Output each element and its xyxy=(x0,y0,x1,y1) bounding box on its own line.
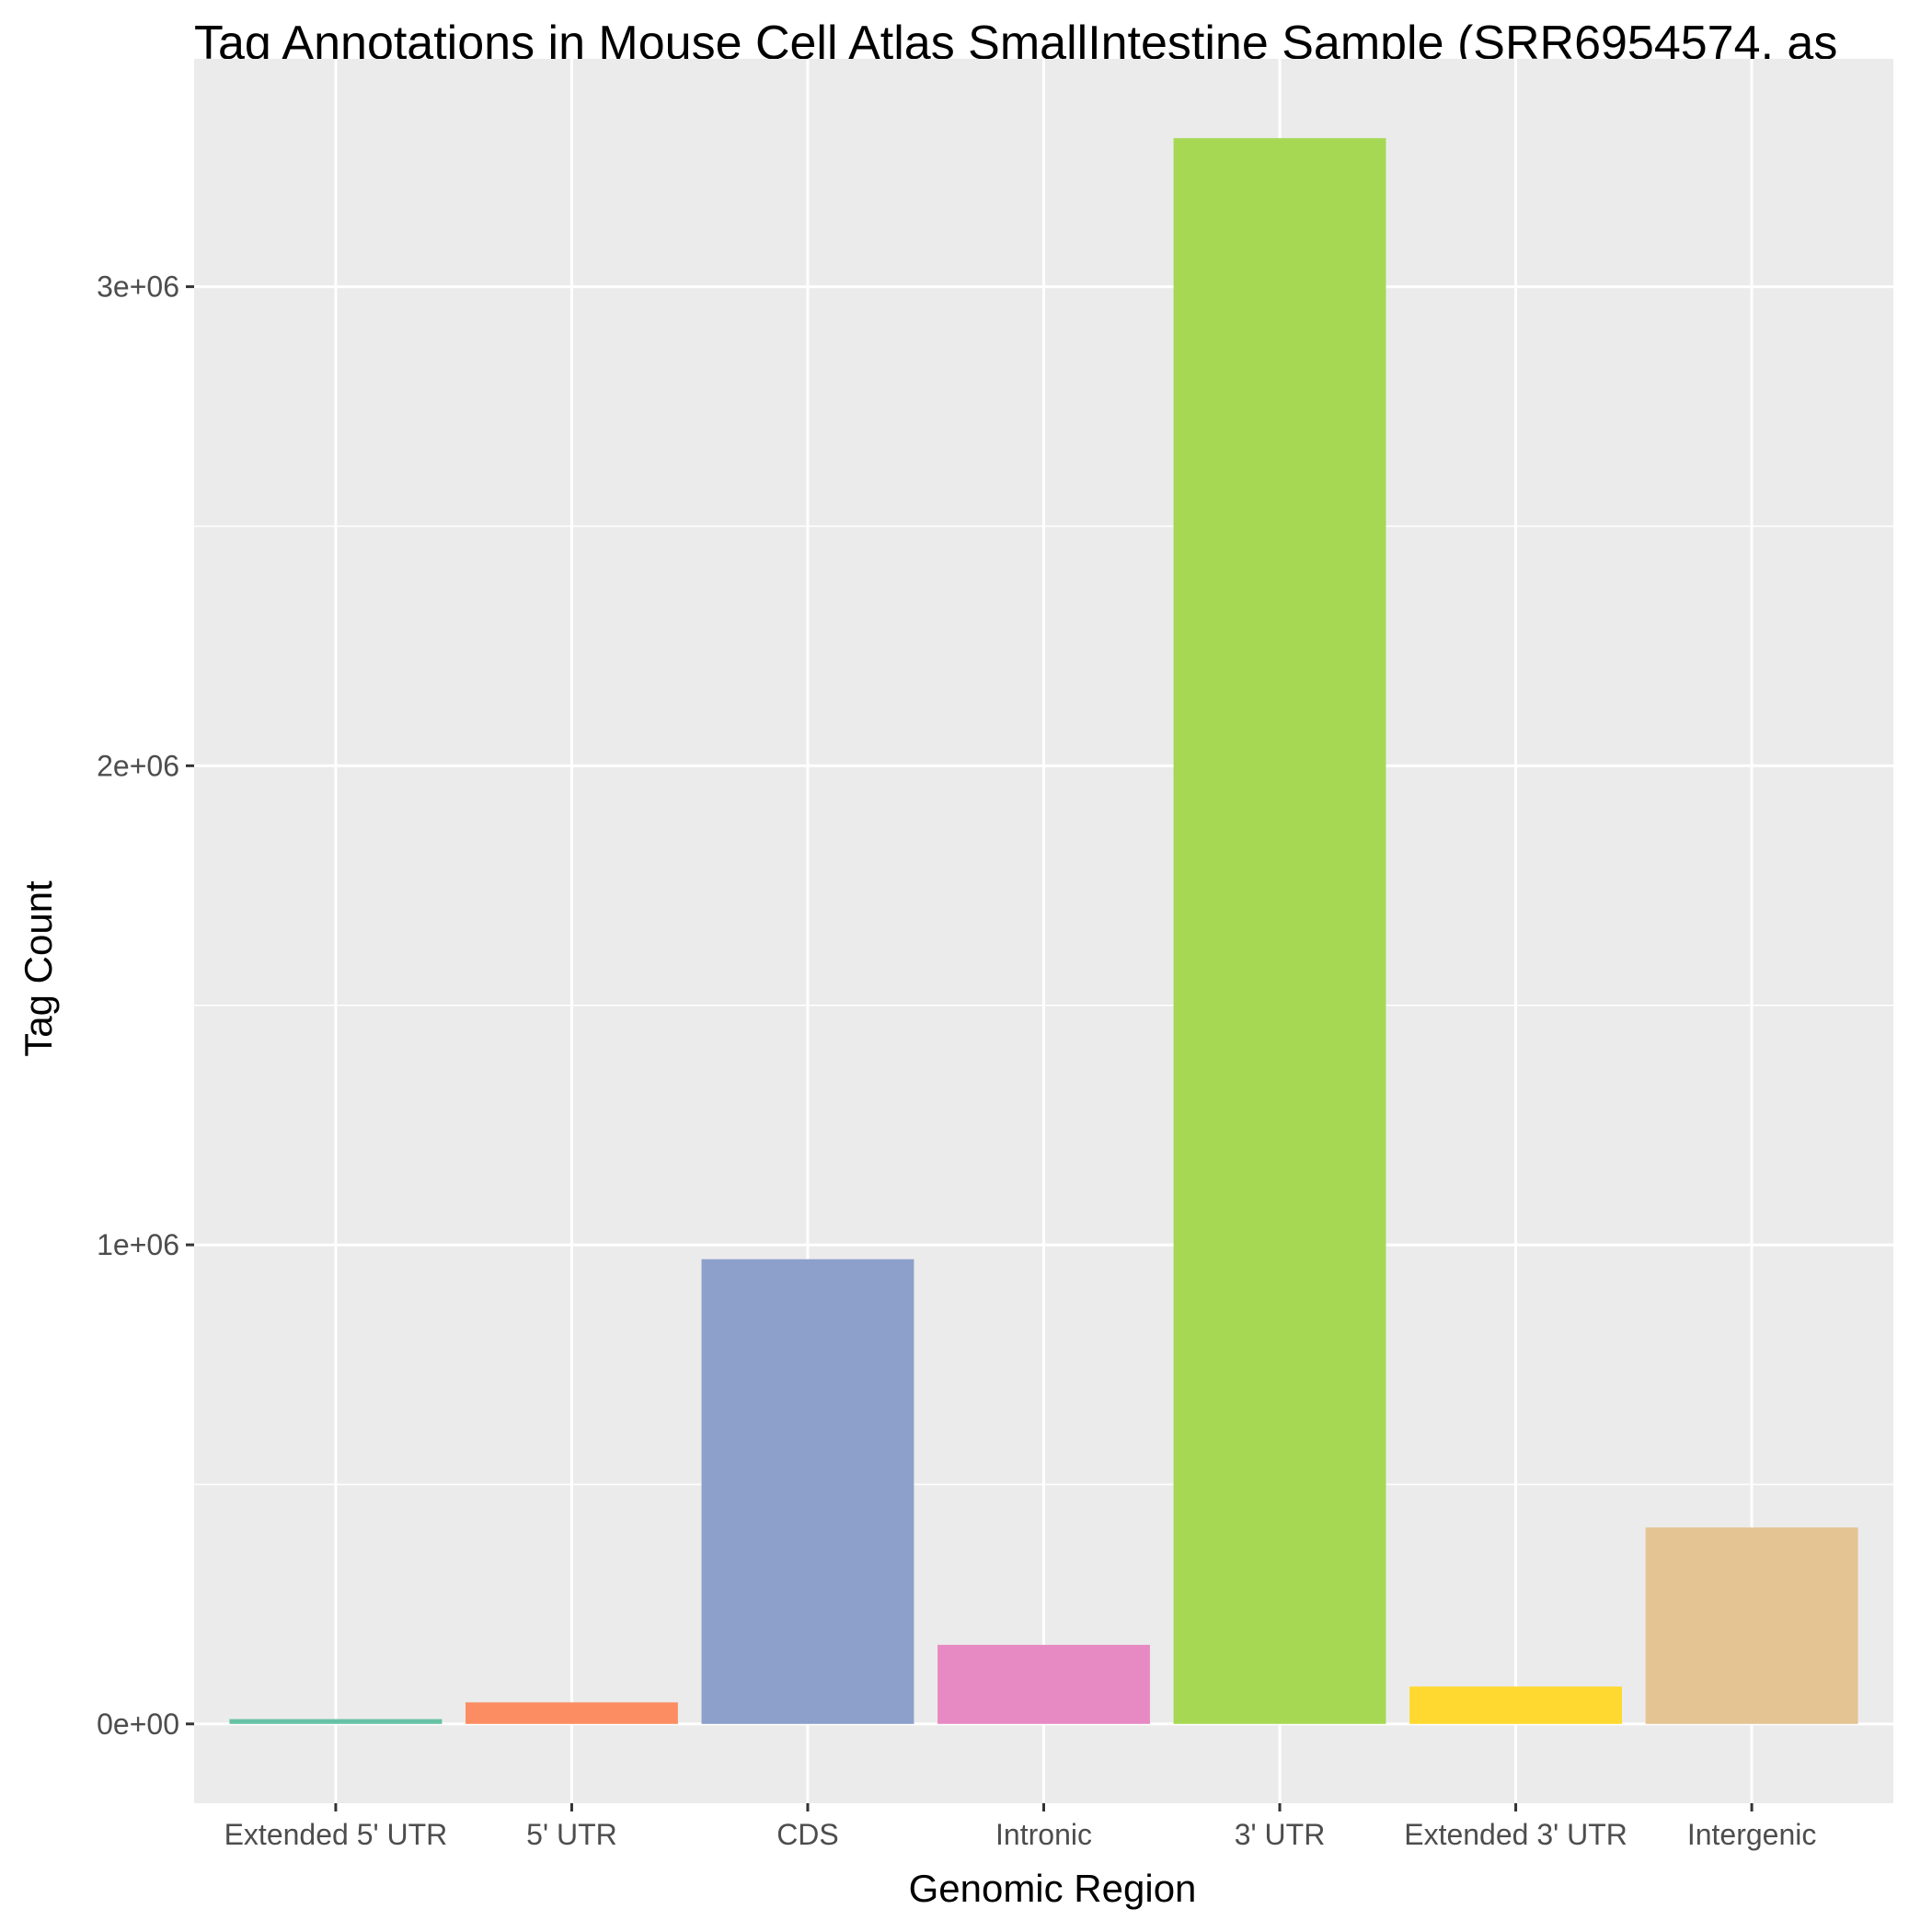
x-tick-label: 3' UTR xyxy=(1235,1818,1326,1851)
x-tick-label: Intergenic xyxy=(1687,1818,1817,1851)
y-tick-label: 3e+06 xyxy=(97,270,179,304)
bar xyxy=(1645,1527,1858,1724)
bar xyxy=(229,1719,443,1724)
x-axis-title: Genomic Region xyxy=(909,1867,1197,1910)
bar xyxy=(466,1702,678,1724)
bar xyxy=(937,1644,1150,1724)
x-tick-label: Extended 5' UTR xyxy=(224,1818,448,1851)
x-tick-label: Extended 3' UTR xyxy=(1404,1818,1627,1851)
y-axis-title: Tag Count xyxy=(17,880,60,1057)
y-tick-label: 2e+06 xyxy=(97,749,179,782)
y-tick-label: 0e+00 xyxy=(97,1708,179,1741)
y-axis: 0e+00 1e+06 2e+06 3e+06 xyxy=(97,270,194,1741)
y-tick-label: 1e+06 xyxy=(97,1228,179,1261)
x-tick-label: Intronic xyxy=(995,1818,1092,1851)
bar xyxy=(701,1259,914,1724)
x-axis: Extended 5' UTR 5' UTR CDS Intronic 3' UTR Ex… xyxy=(224,1803,1817,1851)
x-tick-label: 5' UTR xyxy=(526,1818,617,1851)
bar xyxy=(1409,1686,1622,1724)
bars xyxy=(229,138,1858,1724)
bar xyxy=(1173,138,1386,1724)
x-tick-label: CDS xyxy=(776,1818,839,1851)
